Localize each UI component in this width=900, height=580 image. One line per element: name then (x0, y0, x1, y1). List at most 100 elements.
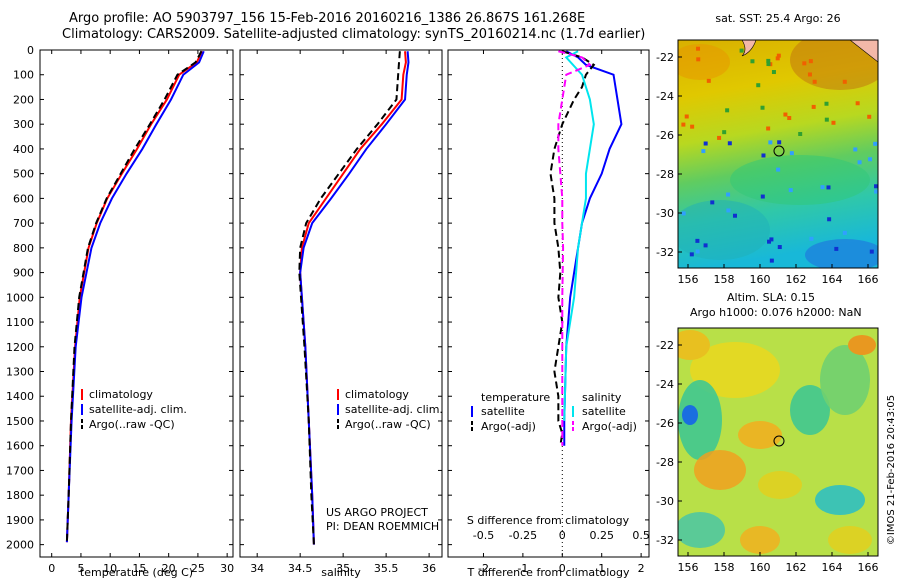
sla-map-title-1: Altim. SLA: 0.15 (727, 291, 815, 304)
s-tick-label: -0.5 (473, 529, 494, 542)
panel-frame (39, 49, 234, 558)
y-tick-label: 1800 (6, 489, 34, 502)
y-tick-label: 100 (13, 69, 34, 82)
y-tick-label: 1400 (6, 390, 34, 403)
sla-map-axes: 156 158 160 162 164 166 -22 -24 -26 -28 -30 -32 (656, 339, 878, 574)
y-tick-label: 300 (13, 118, 34, 131)
x-axis-label: T difference from climatology (467, 566, 630, 579)
map-y-tick-label: -26 (656, 129, 674, 142)
x-tick-label: 5 (77, 562, 84, 575)
map-x-tick-label: 162 (786, 561, 807, 574)
map-x-tick-label: 158 (714, 273, 735, 286)
y-tick-label: 1700 (6, 464, 34, 477)
map-y-tick-label: -30 (656, 207, 674, 220)
y-tick-label: 1600 (6, 440, 34, 453)
annotation-line-1: US ARGO PROJECT (326, 506, 428, 519)
y-tick-label: 200 (13, 93, 34, 106)
s-tick-label: -0.25 (509, 529, 537, 542)
panel-frame (447, 49, 650, 558)
y-tick-label: 1300 (6, 366, 34, 379)
legend-item: Argo(..raw -QC) (89, 418, 175, 431)
y-tick-label: 700 (13, 217, 34, 230)
legend-item: Argo(-adj) (582, 420, 637, 433)
y-tick-label: 1900 (6, 514, 34, 527)
argo-location-marker-sla (773, 435, 785, 447)
map-x-tick-label: 156 (678, 561, 699, 574)
sst-map-axes: 156 158 160 162 164 166 -22 -24 -26 -28 -30 -32 (656, 51, 878, 286)
map-y-tick-label: -28 (656, 168, 674, 181)
y-tick-label: 1100 (6, 316, 34, 329)
x-axis-label-top: S difference from climatology (467, 514, 630, 527)
profile-panel-2: 34 34.5 35 35.5 36 salinity climatology satelli… (239, 49, 443, 579)
series-line-3 (298, 51, 401, 545)
map-x-tick-label: 166 (858, 561, 879, 574)
x-tick-label: -1 (517, 562, 528, 575)
s-tick-label: 0.25 (589, 529, 614, 542)
title-line-1: Argo profile: AO 5903797_156 15-Feb-2016… (69, 11, 586, 26)
legend-item: satellite-adj. clim. (89, 403, 187, 416)
legend-item: satellite (582, 405, 626, 418)
sst-map (678, 40, 878, 268)
y-tick-label: 1000 (6, 291, 34, 304)
map-y-tick-label: -24 (656, 90, 674, 103)
series-line-2 (549, 50, 596, 446)
sla-map-title-2: Argo h1000: 0.076 h2000: NaN (690, 306, 862, 319)
map-x-tick-label: 156 (678, 273, 699, 286)
legend-item: satellite (481, 405, 525, 418)
y-tick-label: 500 (13, 168, 34, 181)
y-tick-label: 800 (13, 242, 34, 255)
x-tick-label: 30 (220, 562, 234, 575)
panel-frame (239, 49, 443, 558)
y-tick-label: 0 (27, 44, 34, 57)
map-x-tick-label: 160 (750, 273, 771, 286)
imos-credit: ©IMOS 21-Feb-2016 20:43:05 (886, 395, 897, 545)
x-tick-label: 10 (103, 562, 117, 575)
s-tick-label: 0 (559, 529, 566, 542)
y-tick-label: 2000 (6, 539, 34, 552)
x-tick-label: 1 (598, 562, 605, 575)
s-tick-label: 0.5 (632, 529, 650, 542)
legend-item: climatology (345, 388, 409, 401)
legend-temperature-title: temperature (481, 391, 550, 404)
y-tick-label: 600 (13, 192, 34, 205)
y-tick-label: 900 (13, 267, 34, 280)
map-y-tick-label: -26 (656, 417, 674, 430)
map-x-tick-label: 164 (822, 561, 843, 574)
map-x-tick-label: 158 (714, 561, 735, 574)
sst-map-title: sat. SST: 25.4 Argo: 26 (715, 12, 840, 25)
y-tick-label: 400 (13, 143, 34, 156)
x-tick-label: 35.5 (374, 562, 399, 575)
x-tick-label: 36 (422, 562, 436, 575)
x-axis-label: salinity (321, 566, 361, 579)
x-axis-label: temperature (deg C) (80, 566, 193, 579)
legend-salinity-title: salinity (582, 391, 622, 404)
x-tick-label: 34 (250, 562, 264, 575)
x-tick-label: 34.5 (288, 562, 313, 575)
map-y-tick-label: -22 (656, 51, 674, 64)
legend-item: Argo(..raw -QC) (345, 418, 431, 431)
x-tick-label: 0 (559, 562, 566, 575)
y-tick-label: 1200 (6, 341, 34, 354)
x-tick-label: 35 (336, 562, 350, 575)
legend-item: Argo(-adj) (481, 420, 536, 433)
map-x-tick-label: 160 (750, 561, 771, 574)
y-tick-label: 1500 (6, 415, 34, 428)
profile-panel-1: 0 5 10 15 20 25 30 temperature (deg C) 0 100 200 30… (6, 44, 234, 579)
series-line-3 (65, 50, 203, 543)
series-line-4 (557, 50, 592, 446)
map-x-tick-label: 166 (858, 273, 879, 286)
x-tick-label: 0 (48, 562, 55, 575)
x-tick-label: 2 (638, 562, 645, 575)
series-line-1 (563, 50, 623, 446)
title-line-2: Climatology: CARS2009. Satellite-adjuste… (62, 27, 646, 42)
x-tick-label: 20 (162, 562, 176, 575)
map-y-tick-label: -30 (656, 495, 674, 508)
map-y-tick-label: -28 (656, 456, 674, 469)
map-y-tick-label: -22 (656, 339, 674, 352)
map-y-tick-label: -32 (656, 534, 674, 547)
annotation-line-2: PI: DEAN ROEMMICH (326, 520, 439, 533)
profile-panel-3: -2 -1 0 1 2 T difference from climatology temp… (447, 49, 650, 579)
x-tick-label: -2 (478, 562, 489, 575)
series-line-3 (563, 50, 595, 422)
